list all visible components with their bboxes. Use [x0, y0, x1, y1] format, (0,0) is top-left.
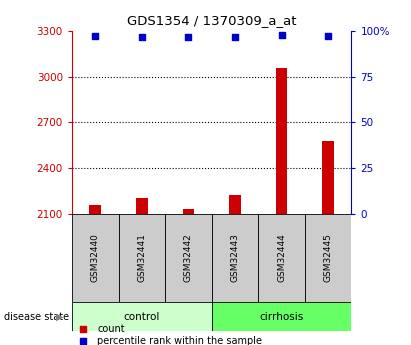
- Point: [185, 35, 192, 40]
- Point: [80, 327, 86, 332]
- Bar: [118, 214, 165, 302]
- Text: cirrhosis: cirrhosis: [259, 312, 304, 322]
- Text: GSM32443: GSM32443: [231, 234, 240, 282]
- Text: GSM32445: GSM32445: [323, 234, 332, 282]
- Title: GDS1354 / 1370309_a_at: GDS1354 / 1370309_a_at: [127, 14, 296, 27]
- Text: GSM32440: GSM32440: [91, 234, 100, 282]
- Text: GSM32444: GSM32444: [277, 234, 286, 282]
- Bar: [258, 214, 305, 302]
- Bar: [212, 302, 351, 331]
- Point: [232, 34, 238, 39]
- Bar: [182, 209, 194, 214]
- Point: [139, 34, 145, 39]
- Point: [80, 338, 86, 344]
- Text: count: count: [97, 325, 125, 334]
- Bar: [72, 302, 212, 331]
- Bar: [165, 214, 212, 302]
- Point: [325, 33, 331, 38]
- Bar: [229, 195, 241, 214]
- Bar: [212, 214, 258, 302]
- Bar: [89, 205, 101, 214]
- Text: control: control: [124, 312, 160, 322]
- Point: [278, 32, 285, 38]
- Bar: [136, 198, 148, 214]
- Text: ▶: ▶: [55, 312, 63, 322]
- Text: GSM32441: GSM32441: [137, 234, 146, 282]
- Bar: [322, 141, 334, 214]
- Point: [92, 33, 99, 38]
- Text: disease state: disease state: [4, 312, 69, 322]
- Text: percentile rank within the sample: percentile rank within the sample: [97, 336, 262, 345]
- Bar: [305, 214, 351, 302]
- Bar: [276, 68, 287, 214]
- Bar: [72, 214, 118, 302]
- Text: GSM32442: GSM32442: [184, 234, 193, 282]
